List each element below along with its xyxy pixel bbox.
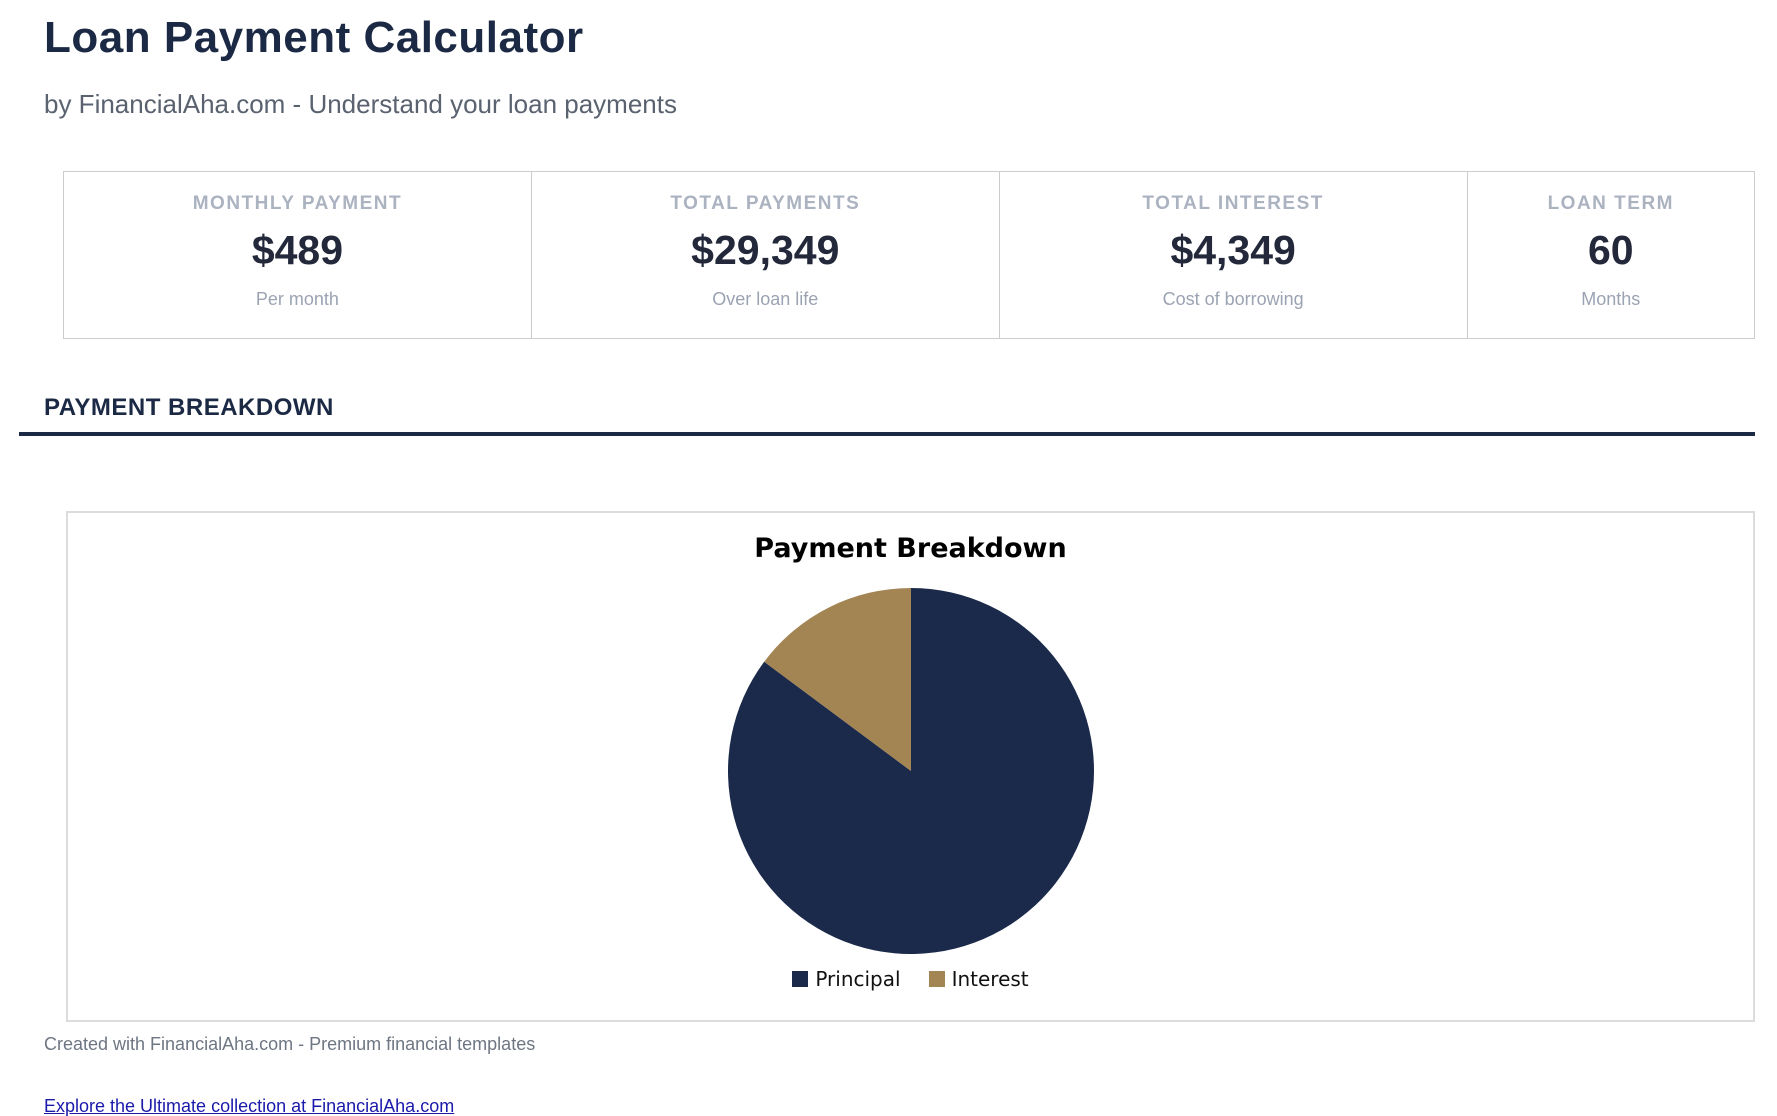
stat-value: $29,349 xyxy=(691,226,840,273)
footer-credit: Created with FinancialAha.com - Premium … xyxy=(44,1033,536,1054)
page-subtitle: by FinancialAha.com - Understand your lo… xyxy=(44,89,677,120)
interest-swatch-icon xyxy=(928,970,945,987)
stats-row: MONTHLY PAYMENT $489 Per month TOTAL PAY… xyxy=(63,170,1755,339)
stat-card-loan-term: LOAN TERM 60 Months xyxy=(1468,172,1754,338)
footer-link[interactable]: Explore the Ultimate collection at Finan… xyxy=(44,1095,455,1116)
section-heading: PAYMENT BREAKDOWN xyxy=(44,393,334,421)
pie-chart xyxy=(727,587,1094,954)
stat-value: $4,349 xyxy=(1170,226,1296,273)
pie-slice-interest xyxy=(763,587,911,771)
stat-sublabel: Months xyxy=(1581,288,1641,309)
chart-legend: Principal Interest xyxy=(792,966,1029,991)
stat-value: 60 xyxy=(1587,226,1634,273)
legend-label-interest: Interest xyxy=(951,966,1029,991)
stat-label: TOTAL INTEREST xyxy=(1142,192,1324,214)
stat-label: LOAN TERM xyxy=(1547,192,1674,214)
stat-label: MONTHLY PAYMENT xyxy=(192,192,403,214)
stat-sublabel: Per month xyxy=(255,288,339,309)
legend-item-interest: Interest xyxy=(928,966,1029,991)
stat-card-monthly-payment: MONTHLY PAYMENT $489 Per month xyxy=(64,171,532,338)
legend-label-principal: Principal xyxy=(815,966,901,991)
stat-card-total-payments: TOTAL PAYMENTS $29,349 Over loan life xyxy=(532,171,1000,338)
stat-label: TOTAL PAYMENTS xyxy=(670,192,861,214)
stat-value: $489 xyxy=(251,226,344,273)
chart-panel: Payment Breakdown Principal Interest xyxy=(66,510,1755,1022)
chart-title: Payment Breakdown xyxy=(754,532,1067,564)
principal-swatch-icon xyxy=(792,970,809,987)
legend-item-principal: Principal xyxy=(792,966,901,991)
section-rule xyxy=(19,431,1755,436)
page-title: Loan Payment Calculator xyxy=(44,13,584,62)
stat-sublabel: Cost of borrowing xyxy=(1162,288,1304,309)
pie-slice-principal xyxy=(727,587,1094,954)
stat-sublabel: Over loan life xyxy=(712,288,819,309)
stat-card-total-interest: TOTAL INTEREST $4,349 Cost of borrowing xyxy=(1000,171,1468,338)
